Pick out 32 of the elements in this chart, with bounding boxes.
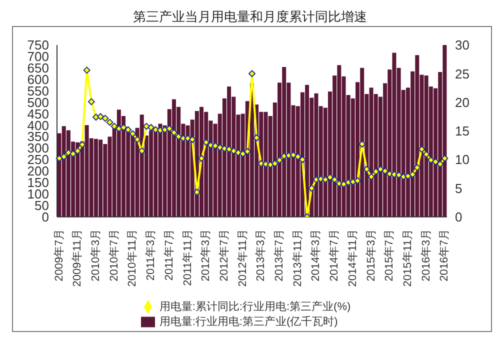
y2-tick-label: 0 [455,209,462,224]
x-tick-label: 2011年11月 [182,228,194,286]
x-tick-label: 2010年3月 [90,228,102,282]
x-tick-label: 2013年11月 [292,228,304,287]
x-tick-label: 2014年7月 [328,228,341,282]
y2-tick-label: 30 [455,38,470,53]
y2-tick-label: 25 [455,66,470,82]
x-tick-label: 2013年7月 [274,228,286,282]
x-tick-label: 2011年3月 [145,228,158,281]
x-tick-label: 2009年7月 [53,228,66,282]
y2-tick-label: 20 [455,94,470,110]
y2-tick-label: 10 [455,152,470,168]
x-tick-label: 2010年11月 [126,228,139,287]
x-tick-label: 2015年11月 [402,228,414,287]
y2-tick-label: 15 [455,124,470,139]
y2-tick-label: 5 [455,180,462,196]
x-tick-label: 2014年11月 [346,228,359,287]
x-tick-label: 2015年3月 [365,228,378,282]
x-tick-label: 2016年3月 [420,228,432,282]
x-tick-label: 2009年11月 [72,228,84,287]
x-tick-label: 2015年7月 [384,228,396,282]
x-tick-label: 2014年3月 [310,228,322,282]
x-tick-label: 2011年7月 [163,228,176,281]
legend-label: 用电量:累计同比:行业用电:第三产业(%) [159,300,351,313]
legend-label: 用电量:行业用电:第三产业(亿千瓦时) [159,316,338,328]
x-tick-label: 2012年7月 [218,228,230,282]
x-tick-label: 2016年7月 [438,228,451,282]
x-tick-label: 2010年7月 [108,228,120,282]
chart-title: 第三产业当月用电量和月度累计同比增速 [132,8,368,26]
x-tick-label: 2013年3月 [255,228,268,282]
x-tick-label: 2012年11月 [236,228,249,287]
x-tick-label: 2012年3月 [200,228,212,282]
